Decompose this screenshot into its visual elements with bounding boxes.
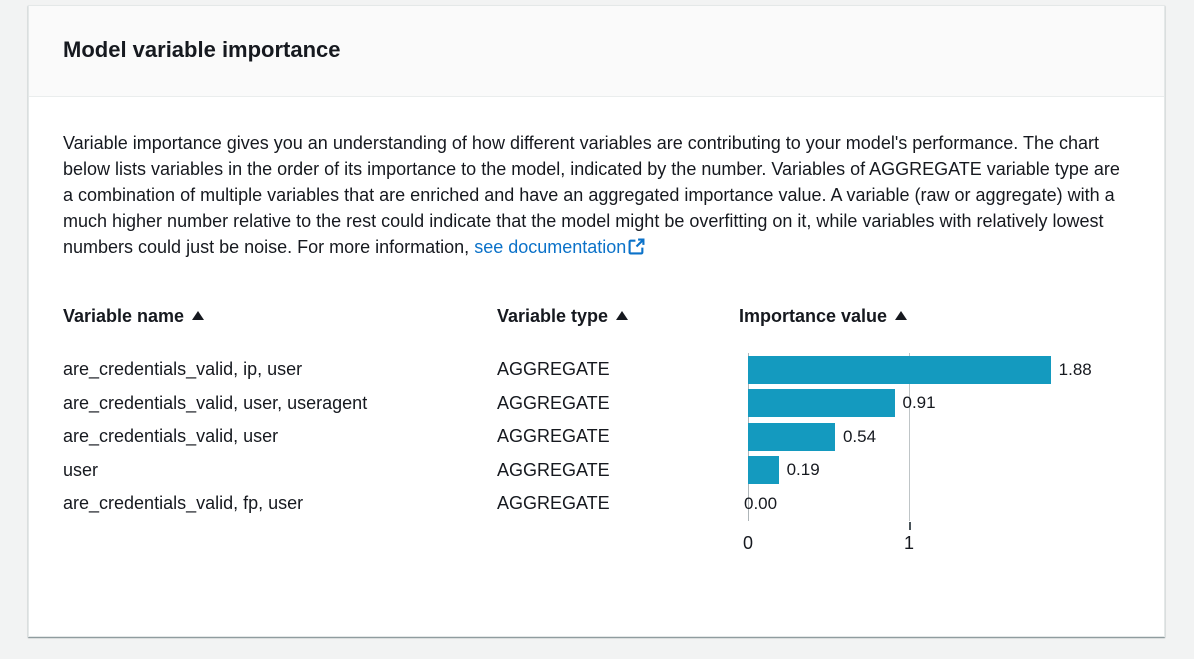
table-body: are_credentials_valid, ip, user AGGREGATE… [63,353,1130,530]
column-header-label: Variable type [497,306,609,326]
importance-value-cell: 1.88 [739,353,1130,387]
variable-type-cell: AGGREGATE [497,359,610,379]
chart-gridline [909,353,910,521]
column-header-label: Variable name [63,306,185,326]
sort-ascending-icon [616,311,629,320]
external-link-icon [628,238,645,255]
see-documentation-link[interactable]: see documentation [474,237,645,257]
importance-value-cell: 0.00 [739,487,1130,521]
importance-value-label: 1.88 [1058,359,1092,379]
column-header-importance-value[interactable]: Importance value [739,306,1130,327]
variable-type-cell: AGGREGATE [497,493,610,513]
variable-name-cell: are_credentials_valid, user, useragent [63,392,368,413]
importance-bar [748,456,779,485]
variable-name-cell: are_credentials_valid, ip, user [63,359,303,379]
table-header-row: Variable name Variable type Importance v… [63,306,1130,327]
x-axis-tick-label: 0 [742,532,754,553]
table-row: are_credentials_valid, user AGGREGATE 0.54 [63,420,1130,454]
variable-importance-table: Variable name Variable type Importance v… [63,306,1130,559]
importance-value-label: 0.00 [744,493,778,513]
variable-name-cell: are_credentials_valid, fp, user [63,493,304,513]
importance-bar [748,389,895,418]
variable-type-cell: AGGREGATE [497,426,610,446]
table-row: are_credentials_valid, fp, user AGGREGATE… [63,487,1130,521]
variable-type-cell: AGGREGATE [497,459,610,480]
importance-bar [748,355,1051,384]
column-header-variable-name[interactable]: Variable name [63,306,497,327]
table-row: user AGGREGATE 0.19 [63,454,1130,488]
importance-value-label: 0.91 [902,393,936,413]
importance-value-cell: 0.91 [739,387,1130,421]
sort-ascending-icon [895,311,908,320]
chart-tick-mark [909,521,911,530]
sort-ascending-icon [192,311,205,320]
variable-name-cell: user [63,459,99,480]
importance-value-label: 0.54 [842,426,877,446]
description-main: Variable importance gives you an underst… [63,133,1120,257]
table-row: are_credentials_valid, ip, user AGGREGATE… [63,353,1130,387]
x-axis-tick-label: 1 [903,532,915,553]
importance-value-cell: 0.54 [739,420,1130,454]
variable-type-cell: AGGREGATE [497,392,610,413]
page-title: Model variable importance [63,37,341,62]
column-header-label: Importance value [739,306,888,326]
importance-value-cell: 0.19 [739,454,1130,488]
importance-bar [748,422,835,451]
description-text: Variable importance gives you an underst… [63,130,1130,260]
variable-name-cell: are_credentials_valid, user [63,426,279,446]
see-documentation-label: see documentation [474,237,627,257]
model-variable-importance-card: Model variable importance Variable impor… [28,5,1165,637]
importance-value-label: 0.19 [786,460,820,480]
card-header: Model variable importance [29,6,1164,97]
column-header-variable-type[interactable]: Variable type [497,306,739,327]
table-row: are_credentials_valid, user, useragent AG… [63,387,1130,421]
card-body: Variable importance gives you an underst… [29,97,1164,599]
